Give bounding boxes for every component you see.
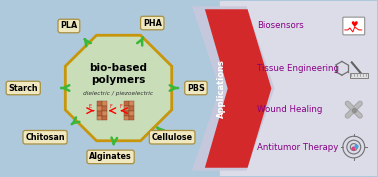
Bar bbox=[124, 106, 129, 111]
Bar bbox=[350, 73, 368, 78]
Bar bbox=[220, 1, 376, 176]
Bar bbox=[124, 101, 129, 106]
Bar bbox=[102, 116, 107, 121]
Bar bbox=[129, 101, 135, 106]
Bar bbox=[97, 106, 102, 111]
Polygon shape bbox=[205, 9, 271, 168]
Text: Biosensors: Biosensors bbox=[257, 21, 304, 30]
Bar bbox=[102, 111, 107, 116]
Text: Alginates: Alginates bbox=[89, 152, 132, 161]
Text: PBS: PBS bbox=[187, 84, 205, 93]
Bar bbox=[102, 101, 107, 106]
Text: PHA: PHA bbox=[143, 19, 162, 28]
Text: dielectric / piezoelectric: dielectric / piezoelectric bbox=[84, 91, 153, 96]
Text: Chitosan: Chitosan bbox=[25, 133, 65, 142]
Bar bbox=[124, 111, 129, 116]
Polygon shape bbox=[192, 6, 274, 171]
Bar bbox=[97, 116, 102, 121]
Bar bbox=[129, 116, 135, 121]
FancyBboxPatch shape bbox=[343, 17, 365, 35]
Text: Applications: Applications bbox=[217, 59, 226, 118]
Bar bbox=[97, 111, 102, 116]
Bar bbox=[129, 106, 135, 111]
Text: Wound Healing: Wound Healing bbox=[257, 105, 323, 114]
Text: Starch: Starch bbox=[8, 84, 38, 93]
Text: F: F bbox=[119, 104, 122, 109]
Text: Antitumor Therapy: Antitumor Therapy bbox=[257, 142, 339, 152]
Polygon shape bbox=[65, 35, 172, 141]
Text: bio-based
polymers: bio-based polymers bbox=[90, 63, 147, 85]
Bar bbox=[2, 1, 220, 176]
Text: ♥: ♥ bbox=[350, 19, 358, 28]
Bar bbox=[129, 111, 135, 116]
Text: Tissue Engineering: Tissue Engineering bbox=[257, 64, 339, 73]
Text: Cellulose: Cellulose bbox=[152, 133, 193, 142]
Text: F: F bbox=[110, 104, 112, 109]
Bar bbox=[124, 116, 129, 121]
Bar bbox=[97, 101, 102, 106]
Bar bbox=[102, 106, 107, 111]
Text: PLA: PLA bbox=[60, 21, 77, 30]
Text: E: E bbox=[88, 104, 92, 109]
